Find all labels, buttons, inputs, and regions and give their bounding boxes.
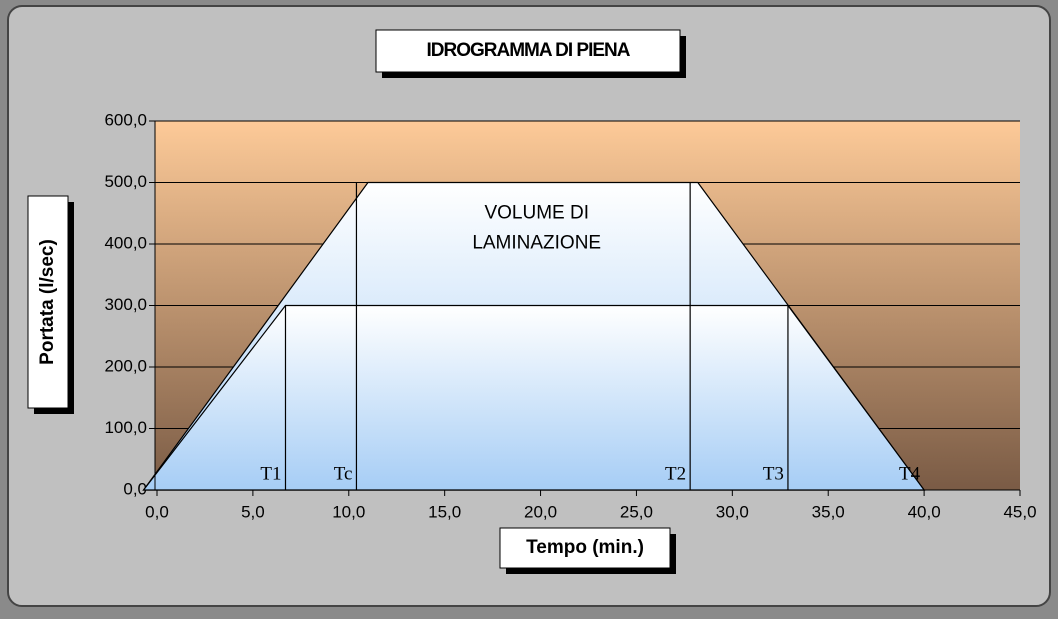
- y-tick-label: 600,0: [104, 110, 147, 129]
- marker-label: T1: [260, 463, 281, 484]
- x-tick-label: 10,0: [332, 502, 365, 521]
- x-label-box: [499, 527, 671, 569]
- x-tick-label: 5,0: [241, 502, 265, 521]
- y-tick-label: 200,0: [104, 356, 147, 375]
- x-tick-label: 0,0: [145, 502, 169, 521]
- x-tick-label: 25,0: [620, 502, 653, 521]
- x-tick-label: 30,0: [716, 502, 749, 521]
- x-tick-label: 15,0: [428, 502, 461, 521]
- y-tick-label: 0,0: [123, 479, 147, 498]
- x-tick-label: 45,0: [1003, 502, 1036, 521]
- x-tick-label: 20,0: [524, 502, 557, 521]
- marker-label: T3: [763, 463, 784, 484]
- marker-label: Tc: [334, 463, 353, 484]
- annotation: VOLUME DI LAMINAZIONE: [472, 203, 601, 254]
- x-tick-label: 40,0: [908, 502, 941, 521]
- y-axis-label: Portata (l/sec): [37, 239, 58, 365]
- y-tick-label: 100,0: [104, 418, 147, 437]
- chart-title: IDROGRAMMA DI PIENA: [426, 40, 630, 61]
- y-tick-label: 400,0: [104, 233, 147, 252]
- y-tick-label: 300,0: [104, 295, 147, 314]
- x-tick-label: 35,0: [812, 502, 845, 521]
- y-tick-label: 500,0: [104, 172, 147, 191]
- marker-label: T4: [899, 463, 921, 484]
- marker-label: T2: [665, 463, 686, 484]
- x-axis-label: Tempo (min.): [526, 537, 644, 558]
- title-box: [375, 29, 681, 73]
- y-label-box: [27, 195, 69, 409]
